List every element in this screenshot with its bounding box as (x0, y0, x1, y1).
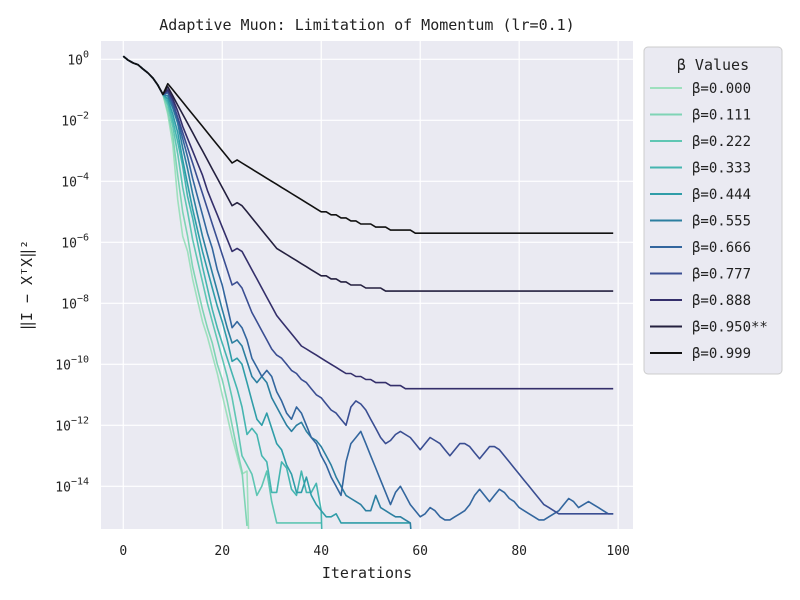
x-tick-label: 60 (412, 544, 428, 559)
legend-item: β=0.950** (650, 320, 768, 336)
legend-box (643, 46, 783, 375)
svg-text:100: 100 (67, 49, 89, 68)
series-line-7 (122, 55, 614, 515)
y-axis-label: ‖I − XᵀX‖² (18, 240, 36, 330)
legend-label: β=0.999 (692, 346, 751, 362)
grid (101, 41, 633, 529)
legend-item: β=0.999 (650, 346, 751, 362)
legend-label: β=0.777 (692, 267, 751, 283)
x-tick-label: 40 (313, 544, 329, 559)
x-tick-label: 20 (214, 544, 230, 559)
x-tick-label: 100 (606, 544, 629, 559)
legend-label: β=0.111 (692, 108, 751, 124)
legend-label: β=0.444 (692, 187, 751, 203)
y-tick-label: 10−12 (55, 415, 89, 434)
legend-item: β=0.111 (650, 108, 751, 124)
x-ticks: 0 20 40 60 80 100 (119, 544, 630, 559)
svg-text:10−6: 10−6 (61, 232, 89, 251)
series-lines (122, 55, 614, 529)
legend-label: β=0.222 (692, 134, 751, 150)
y-tick-label: 10−6 (61, 232, 89, 251)
x-tick-label: 80 (511, 544, 527, 559)
legend: β Values β=0.000β=0.111β=0.222β=0.333β=0… (643, 46, 783, 375)
legend-label: β=0.000 (692, 81, 751, 97)
y-tick-label: 10−10 (55, 354, 89, 373)
legend-label: β=0.666 (692, 240, 751, 256)
series-line-10 (122, 55, 614, 234)
y-tick-label: 10−4 (61, 171, 89, 190)
legend-title: β Values (677, 56, 749, 74)
y-tick-label: 10−8 (61, 293, 89, 312)
legend-items: β=0.000 β=0.111 β=0.222 β=0.333 β=0.444 β=0.5… (650, 81, 768, 362)
svg-text:10−8: 10−8 (61, 293, 89, 312)
series-line-9 (122, 55, 614, 292)
plot-area (101, 41, 633, 529)
chart-title: Adaptive Muon: Limitation of Momentum (l… (159, 16, 574, 34)
svg-text:10−14: 10−14 (55, 476, 89, 495)
legend-label: β=0.555 (692, 214, 751, 230)
legend-item: β=0.888 (650, 293, 751, 309)
svg-text:10−4: 10−4 (61, 171, 89, 190)
legend-item: β=0.666 (650, 240, 751, 256)
y-ticks: 100 10−2 10−4 10−6 10−8 10−10 10−12 10−14 (55, 49, 89, 495)
legend-label: β=0.950** (692, 320, 768, 336)
svg-text:10−12: 10−12 (55, 415, 89, 434)
legend-item: β=0.222 (650, 134, 751, 150)
legend-item: β=0.555 (650, 214, 751, 230)
y-tick-label: 10−2 (61, 110, 89, 129)
svg-text:10−2: 10−2 (61, 110, 89, 129)
legend-item: β=0.000 (650, 81, 751, 97)
legend-label: β=0.888 (692, 293, 751, 309)
series-line-6 (122, 55, 614, 521)
legend-item: β=0.777 (650, 267, 751, 283)
series-line-5 (122, 55, 412, 529)
svg-text:10−10: 10−10 (55, 354, 89, 373)
legend-label: β=0.333 (692, 161, 751, 177)
legend-item: β=0.333 (650, 161, 751, 177)
legend-item: β=0.444 (650, 187, 751, 203)
x-tick-label: 0 (119, 544, 127, 559)
x-axis-label: Iterations (322, 564, 412, 582)
y-tick-label: 100 (67, 49, 89, 68)
y-tick-label: 10−14 (55, 476, 89, 495)
series-line-8 (122, 55, 614, 390)
